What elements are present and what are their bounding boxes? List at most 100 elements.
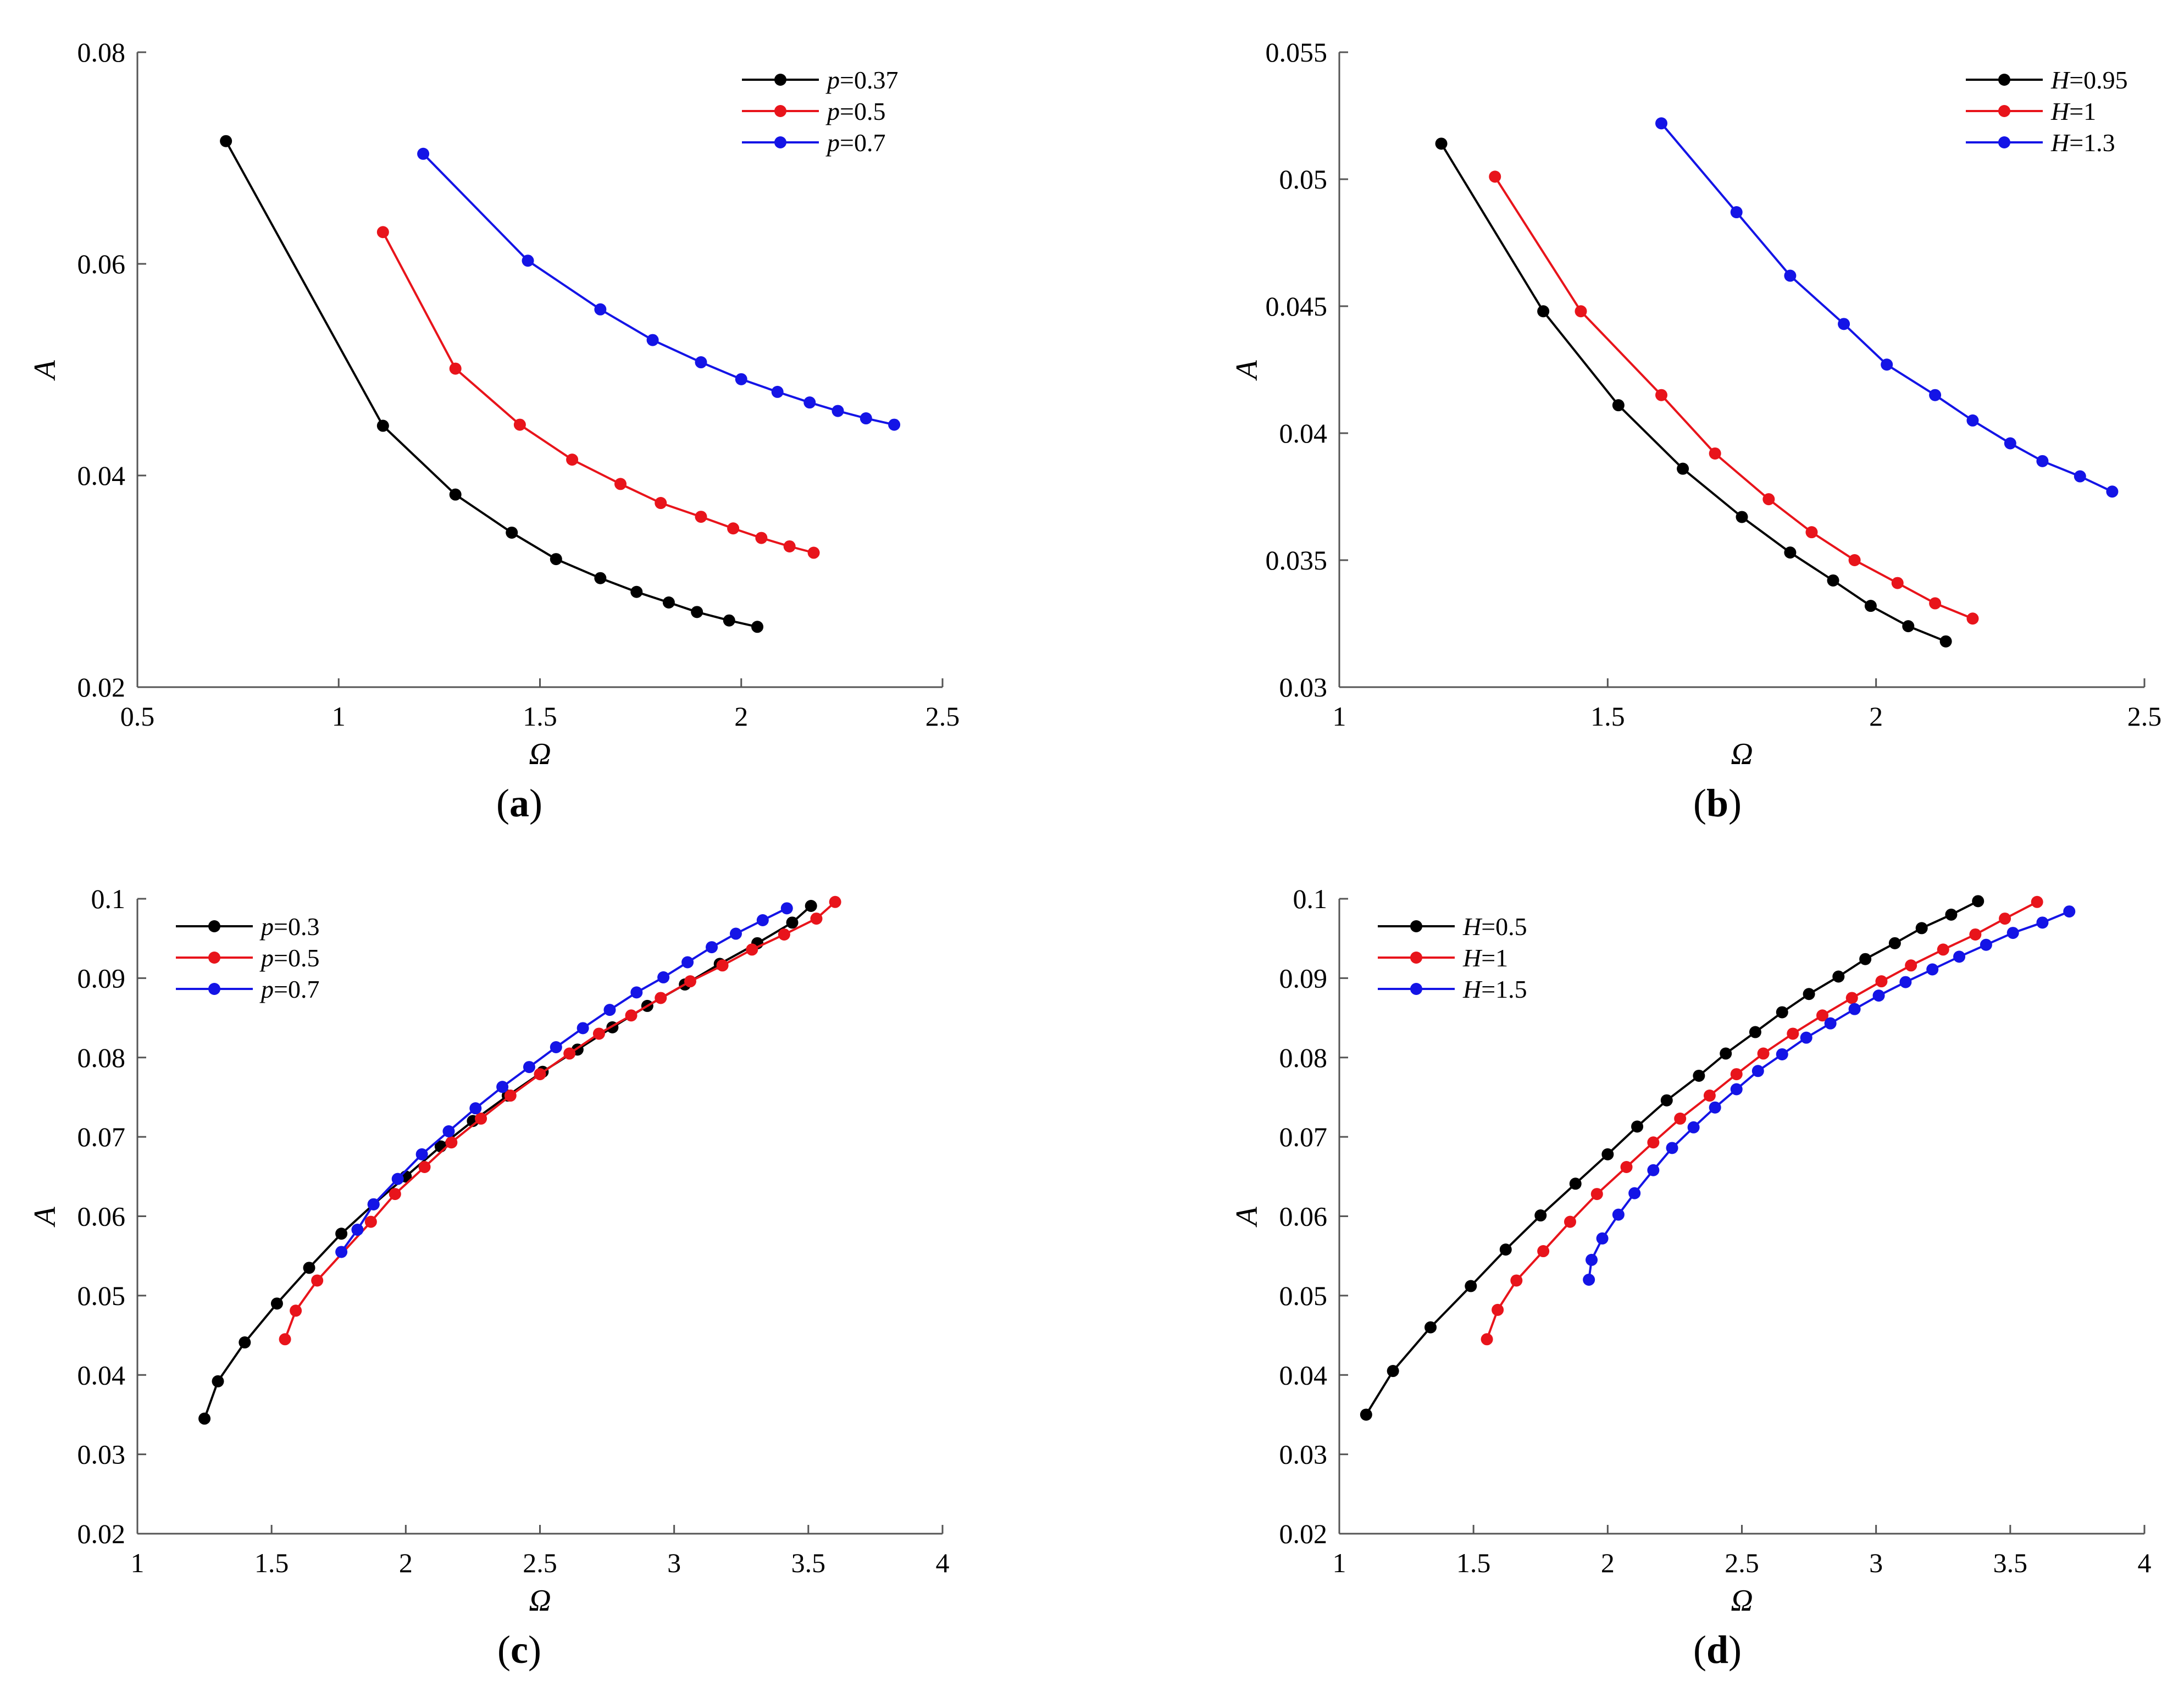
data-point [1805,526,1818,539]
data-point [1776,1048,1788,1060]
legend-label-var: p [259,944,274,972]
series-line-p=0.5 [284,901,836,1340]
data-point [1776,1006,1788,1019]
data-point [783,540,796,552]
legend-label-var: p [825,97,840,125]
data-point [1489,170,1501,183]
x-tick-label: 1 [1333,1547,1346,1578]
data-point [1387,1365,1399,1378]
data-point [630,986,643,999]
data-point [1655,389,1667,401]
data-point [695,356,707,369]
data-point [415,1148,428,1160]
data-point [496,1081,509,1093]
legend-label-var: p [259,913,274,941]
data-point [1899,976,1912,988]
legend-marker [1998,74,2010,86]
series-line-p=0.37 [225,140,758,628]
data-point [534,1068,546,1081]
data-point [550,1041,562,1053]
data-point [592,1027,605,1040]
data-point [2106,485,2119,498]
data-point [1628,1187,1641,1199]
caption-letter: b [1706,781,1729,825]
data-point [803,396,816,409]
data-point [1601,1148,1614,1160]
legend-label-value: =0.5 [1481,913,1527,941]
legend-label-var: H [2050,129,2071,157]
data-point [1612,399,1625,412]
data-point [630,585,643,598]
data-point [1612,1208,1625,1221]
data-point [523,1061,535,1074]
data-point [723,614,735,627]
caption-b: (b) [1693,781,1742,825]
data-point [449,488,462,501]
y-tick-label: 0.05 [1279,164,1328,195]
legend-label: H=1 [2050,97,2096,125]
x-axis-label: Ω [529,1584,551,1618]
data-point [389,1188,401,1201]
data-point [594,303,607,316]
data-point [442,1125,455,1138]
legend-label: p=0.3 [259,913,319,941]
data-point [1787,1027,1799,1040]
x-tick-label: 1.5 [1456,1547,1491,1578]
data-point [1575,305,1587,318]
y-tick-label: 0.08 [77,37,126,68]
data-point [1966,612,1979,625]
data-point [1677,462,1689,475]
data-point [2031,895,2043,908]
data-point [1703,1090,1716,1102]
caption-letter: a [509,781,529,825]
legend-marker [208,952,220,964]
data-point [1674,1112,1687,1125]
data-point [625,1009,638,1022]
y-tick-label: 0.07 [1279,1121,1328,1152]
data-point [1720,1047,1732,1060]
y-tick-label: 0.06 [1279,1201,1328,1232]
data-point [746,943,758,956]
x-tick-label: 1 [332,701,346,732]
data-point [335,1228,348,1240]
series-line-H=1 [1485,901,2038,1340]
data-point [1881,358,1893,371]
x-tick-label: 3.5 [791,1547,826,1578]
data-point [662,596,675,609]
data-point [614,478,627,490]
data-point [279,1333,291,1346]
legend-label-value: =0.37 [840,66,898,94]
data-point [1999,913,2011,925]
data-point [684,975,696,988]
legend-label-value: =0.5 [274,944,319,972]
data-point [1730,1068,1743,1081]
y-tick-label: 0.055 [1266,37,1328,68]
y-axis-label: A [1230,1207,1264,1228]
data-point [681,956,694,969]
data-point [1859,953,1872,965]
y-tick-label: 0.03 [1279,672,1328,703]
data-point [646,334,659,346]
legend-label-var: H [1462,975,1483,1003]
x-tick-label: 0.5 [120,701,155,732]
caption-letter: d [1706,1628,1729,1672]
legend-label-var: H [2050,97,2071,125]
data-point [1736,511,1748,523]
y-tick-label: 0.02 [77,672,126,703]
x-tick-label: 3 [667,1547,681,1578]
legend-label: H=1 [1462,944,1508,972]
legend-label-value: =0.5 [840,97,885,125]
data-point [475,1112,487,1125]
legend-label-value: =1.5 [1481,975,1527,1003]
x-tick-label: 1.5 [254,1547,289,1578]
data-point [2004,437,2016,450]
y-tick-label: 0.04 [1279,418,1328,449]
data-point [513,418,526,431]
data-point [1888,937,1901,949]
series-line-H=1.3 [1660,123,2113,493]
data-point [376,226,389,239]
x-tick-label: 2 [734,701,748,732]
data-point [1424,1321,1437,1334]
data-point [1687,1121,1700,1134]
data-point [786,916,799,929]
